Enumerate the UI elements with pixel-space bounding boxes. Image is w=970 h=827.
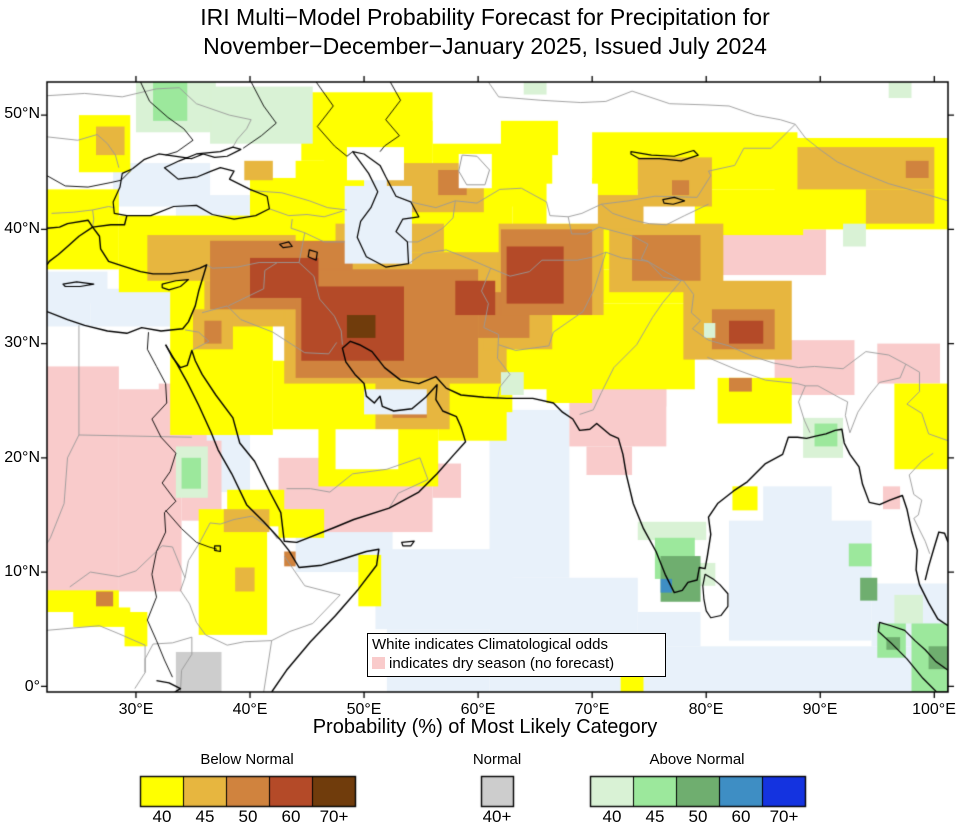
colorbar-title: Probability (%) of Most Likely Category: [312, 716, 658, 738]
above-tick-label: 60: [731, 807, 751, 826]
y-axis-tick-label: 50°N: [4, 105, 40, 122]
y-axis-tick-label: 0°: [24, 678, 40, 695]
note-line-dry-season: indicates dry season (no forecast): [372, 654, 661, 673]
x-axis-tick-label: 90°E: [802, 701, 838, 718]
above-tick-label: 70+: [769, 807, 799, 826]
above-normal-label: Above Normal: [649, 751, 745, 768]
y-axis-tick-label: 20°N: [4, 449, 40, 466]
normal-tick-label: 40+: [482, 807, 512, 826]
chart-title: IRI Multi−Model Probability Forecast for…: [0, 3, 970, 61]
normal-label: Normal: [472, 751, 522, 768]
map-legend-note: White indicates Climatological odds indi…: [367, 633, 666, 677]
x-axis-tick-label: 80°E: [688, 701, 724, 718]
below-tick-label: 70+: [319, 807, 349, 826]
above-tick-label: 40: [602, 807, 622, 826]
above-tick-label: 45: [645, 807, 665, 826]
below-tick-label: 40: [152, 807, 172, 826]
x-axis-tick-label: 70°E: [574, 701, 610, 718]
below-tick-label: 50: [238, 807, 258, 826]
y-axis-tick-label: 40°N: [4, 220, 40, 237]
y-axis-tick-label: 10°N: [4, 563, 40, 580]
x-axis-tick-label: 30°E: [118, 701, 154, 718]
chart-title-line1: IRI Multi−Model Probability Forecast for…: [200, 4, 770, 30]
x-axis-tick-label: 40°E: [232, 701, 268, 718]
below-tick-label: 60: [281, 807, 301, 826]
below-tick-label: 45: [195, 807, 215, 826]
note-line-climatological: White indicates Climatological odds: [372, 636, 608, 653]
y-axis-tick-label: 30°N: [4, 334, 40, 351]
chart-title-line2: November−December−January 2025, Issued J…: [203, 33, 767, 59]
below-normal-label: Below Normal: [200, 751, 294, 768]
x-axis-tick-label: 100°E: [912, 701, 956, 718]
above-tick-label: 50: [688, 807, 708, 826]
x-axis-tick-label: 60°E: [460, 701, 496, 718]
dry-season-swatch: [372, 657, 385, 669]
x-axis-tick-label: 50°E: [346, 701, 382, 718]
